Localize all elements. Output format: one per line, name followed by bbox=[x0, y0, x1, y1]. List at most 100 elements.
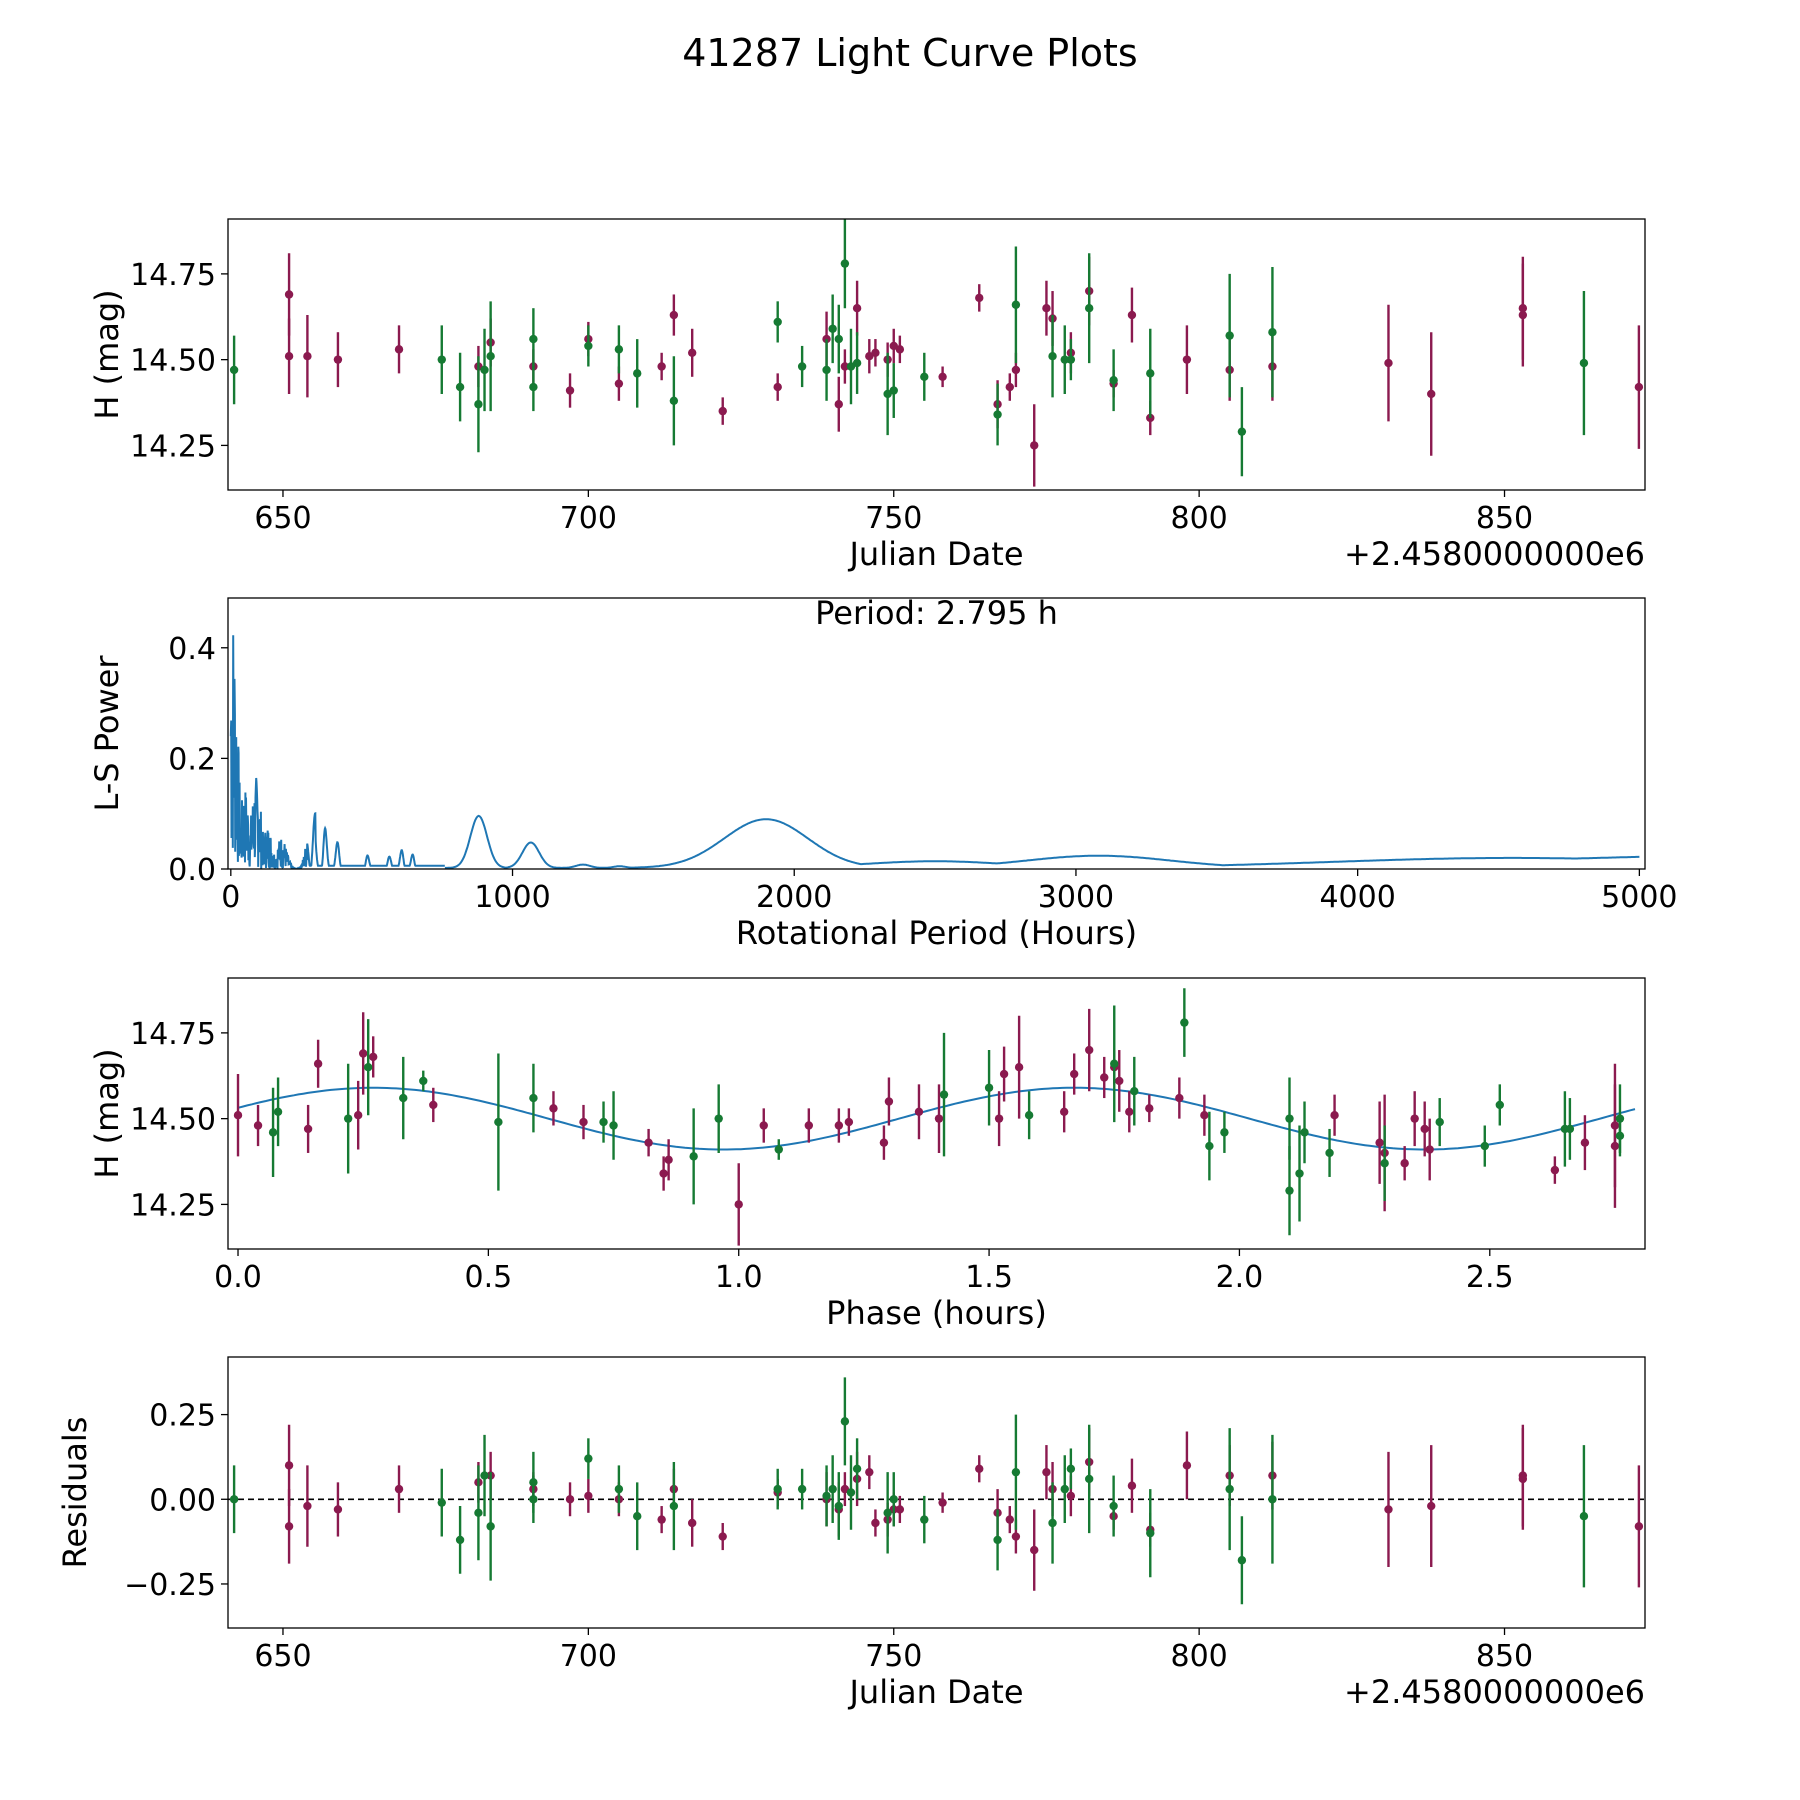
y-tick-label: 0.2 bbox=[168, 742, 216, 777]
data-point-green bbox=[609, 1121, 618, 1130]
y-tick-label: 0.0 bbox=[168, 853, 216, 888]
y-axis-label: H (mag) bbox=[88, 1048, 126, 1178]
data-point-red bbox=[773, 382, 782, 392]
data-point-red bbox=[865, 1467, 874, 1477]
data-point-green bbox=[1237, 427, 1247, 436]
data-point-green bbox=[773, 317, 782, 327]
data-point-green bbox=[1295, 1169, 1304, 1178]
data-point-green bbox=[1225, 331, 1234, 340]
data-point-red bbox=[840, 1484, 850, 1494]
data-point-green bbox=[774, 1145, 783, 1154]
plot-area bbox=[229, 219, 1644, 487]
data-point-green bbox=[1084, 1474, 1094, 1484]
data-point-red bbox=[429, 1100, 438, 1110]
data-point-green bbox=[889, 1495, 898, 1504]
data-point-red bbox=[369, 1052, 378, 1062]
data-point-red bbox=[1030, 1545, 1039, 1555]
data-point-red bbox=[353, 1111, 363, 1120]
data-point-green bbox=[1225, 1484, 1234, 1494]
data-point-green bbox=[1237, 1556, 1247, 1565]
x-tick-label: 4000 bbox=[1319, 880, 1395, 915]
data-point-green bbox=[1066, 355, 1076, 364]
data-point-green bbox=[822, 1491, 831, 1501]
y-axis-label: Residuals bbox=[56, 1417, 94, 1569]
x-tick-label: 0.5 bbox=[465, 1260, 513, 1295]
panel-periodogram: 0 1000 2000 3000 4000 5000 0.0 0.2 0.4 Rotational… bbox=[88, 594, 1678, 952]
axes-frame bbox=[227, 977, 1646, 1250]
data-point-red bbox=[657, 1515, 666, 1524]
data-point-green bbox=[437, 355, 446, 364]
data-point-red bbox=[1175, 1093, 1184, 1103]
data-point-red bbox=[804, 1121, 814, 1130]
x-offset-text: +2.4580000000e6 bbox=[1344, 535, 1645, 573]
data-point-green bbox=[486, 352, 495, 361]
x-tick-label: 800 bbox=[1171, 1639, 1228, 1674]
data-point-green bbox=[494, 1117, 503, 1127]
x-tick-label: 1.5 bbox=[965, 1260, 1013, 1295]
data-point-green bbox=[474, 400, 483, 409]
y-tick-label: 14.25 bbox=[130, 1188, 216, 1223]
x-tick-label: 750 bbox=[865, 1639, 922, 1674]
data-point-red bbox=[889, 341, 898, 351]
data-point-green bbox=[920, 372, 929, 381]
data-point-green bbox=[1024, 1111, 1034, 1120]
y-tick-label: 0.4 bbox=[168, 632, 216, 667]
data-point-green bbox=[363, 1062, 373, 1072]
data-point-red bbox=[1330, 1111, 1339, 1120]
panel-lightcurve: 650 700 750 800 850 14.25 14.50 14.75 Julian Dat… bbox=[88, 218, 1646, 573]
x-axis-label: Julian Date bbox=[847, 535, 1023, 573]
data-point-red bbox=[1410, 1114, 1419, 1123]
data-point-red bbox=[664, 1155, 673, 1165]
plot-area bbox=[228, 1377, 1645, 1605]
data-point-green bbox=[480, 365, 489, 375]
data-point-green bbox=[883, 1508, 892, 1518]
x-tick-label: 650 bbox=[254, 1639, 311, 1674]
data-point-red bbox=[584, 1491, 593, 1501]
axes-frame bbox=[227, 1356, 1646, 1629]
data-point-green bbox=[1380, 1159, 1389, 1168]
data-point-red bbox=[1550, 1165, 1560, 1175]
data-point-red bbox=[1384, 1505, 1393, 1514]
data-point-green bbox=[1285, 1114, 1294, 1123]
data-point-green bbox=[669, 396, 679, 406]
data-point-red bbox=[284, 352, 294, 361]
data-point-green bbox=[1060, 1484, 1069, 1494]
data-point-red bbox=[565, 1495, 575, 1504]
ls-power-curve bbox=[444, 814, 1640, 869]
data-point-green bbox=[846, 362, 856, 371]
data-point-red bbox=[1066, 1491, 1076, 1501]
data-point-green bbox=[1435, 1117, 1444, 1127]
data-point-red bbox=[394, 345, 404, 354]
data-point-red bbox=[657, 362, 666, 371]
data-point-red bbox=[895, 345, 905, 354]
data-point-red bbox=[394, 1484, 404, 1494]
data-point-green bbox=[1110, 1059, 1119, 1068]
data-point-red bbox=[333, 1505, 343, 1514]
data-point-green bbox=[669, 1501, 679, 1511]
data-point-red bbox=[358, 1049, 368, 1058]
data-point-green bbox=[455, 1535, 465, 1545]
data-point-red bbox=[1182, 355, 1192, 364]
data-point-green bbox=[1300, 1128, 1309, 1137]
data-point-green bbox=[1268, 328, 1277, 337]
data-point-red bbox=[759, 1121, 768, 1130]
data-point-green bbox=[797, 362, 807, 371]
data-point-green bbox=[773, 1484, 782, 1494]
data-point-green bbox=[1220, 1128, 1229, 1137]
data-point-green bbox=[584, 341, 593, 351]
x-tick-label: 0 bbox=[221, 880, 240, 915]
y-tick-label: 14.50 bbox=[130, 1103, 216, 1138]
data-point-red bbox=[1059, 1107, 1069, 1116]
y-tick-label: 14.75 bbox=[130, 258, 216, 293]
x-tick-label: 2000 bbox=[756, 880, 832, 915]
y-tick-label: 0.25 bbox=[149, 1399, 216, 1434]
data-point-green bbox=[1146, 369, 1155, 378]
data-point-red bbox=[895, 1505, 905, 1514]
data-point-red bbox=[687, 348, 697, 357]
data-point-red bbox=[884, 1097, 894, 1106]
data-point-green bbox=[480, 1471, 489, 1480]
data-point-red bbox=[284, 290, 294, 299]
data-point-red bbox=[975, 293, 984, 303]
data-point-red bbox=[1030, 441, 1039, 450]
data-point-red bbox=[303, 1124, 313, 1134]
